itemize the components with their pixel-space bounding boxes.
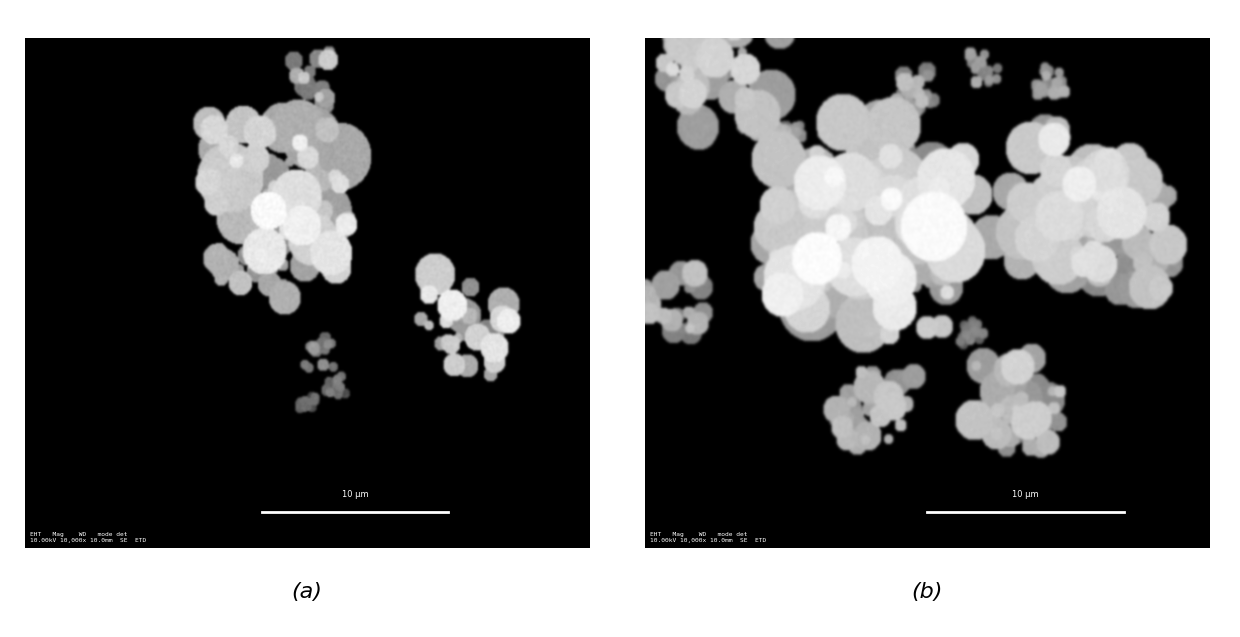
Text: EHT   Mag    WD   mode det
10.00kV 10,000x 10.0mm  SE  ETD: EHT Mag WD mode det 10.00kV 10,000x 10.0… xyxy=(30,532,146,543)
Text: 10 μm: 10 μm xyxy=(1012,490,1039,499)
Text: 10 μm: 10 μm xyxy=(341,490,368,499)
Text: (b): (b) xyxy=(911,582,942,603)
Text: EHT   Mag    WD   mode det
10.00kV 10,000x 10.0mm  SE  ETD: EHT Mag WD mode det 10.00kV 10,000x 10.0… xyxy=(650,532,766,543)
Text: (a): (a) xyxy=(291,582,322,603)
